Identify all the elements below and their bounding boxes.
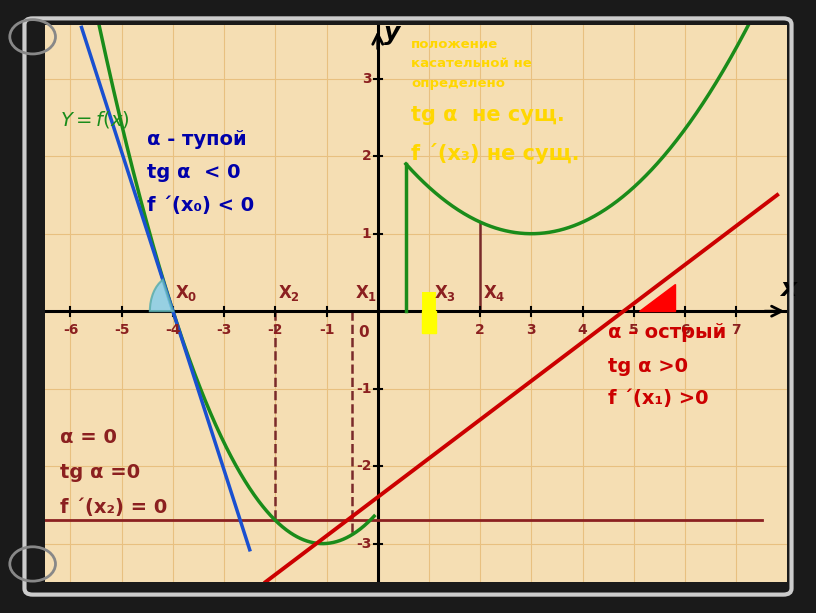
Text: -3: -3 [357, 536, 371, 550]
Text: -5: -5 [114, 323, 130, 337]
Text: -2: -2 [356, 459, 371, 473]
Text: y: y [384, 21, 400, 45]
Text: -1: -1 [319, 323, 335, 337]
Text: f ´(x₃) не сущ.: f ´(x₃) не сущ. [411, 143, 579, 164]
Text: α – острый: α – острый [608, 323, 726, 342]
Text: f ´(x₁) >0: f ´(x₁) >0 [608, 389, 709, 408]
Text: 3: 3 [362, 72, 371, 86]
Text: tg α  < 0: tg α < 0 [148, 163, 241, 182]
Text: tg α =0: tg α =0 [60, 463, 140, 482]
Text: α = 0: α = 0 [60, 428, 118, 447]
Text: $\mathbf{X_0}$: $\mathbf{X_0}$ [175, 283, 198, 303]
Text: tg α  не сущ.: tg α не сущ. [411, 105, 565, 126]
Polygon shape [639, 284, 675, 311]
Text: -2: -2 [268, 323, 283, 337]
Text: 7: 7 [731, 323, 741, 337]
Text: -4: -4 [165, 323, 180, 337]
Text: -6: -6 [63, 323, 78, 337]
Text: -1: -1 [356, 382, 371, 395]
Text: f ´(x₂) = 0: f ´(x₂) = 0 [60, 498, 167, 517]
Text: $\mathbf{X_1}$: $\mathbf{X_1}$ [355, 283, 377, 303]
Text: x: x [780, 276, 796, 301]
Text: 4: 4 [578, 323, 588, 337]
Wedge shape [150, 280, 173, 311]
Text: α - тупой: α - тупой [148, 129, 247, 148]
Text: tg α >0: tg α >0 [608, 357, 688, 376]
Text: $\mathbf{X_2}$: $\mathbf{X_2}$ [278, 283, 300, 303]
Text: $\mathbf{X_3}$: $\mathbf{X_3}$ [434, 283, 456, 303]
Text: 1: 1 [424, 323, 434, 337]
Text: 0: 0 [358, 325, 369, 340]
Bar [423, 311, 436, 333]
Text: 6: 6 [681, 323, 690, 337]
Text: 3: 3 [526, 323, 536, 337]
Text: 2: 2 [361, 149, 371, 163]
Text: $\mathit{Y = f(x)}$: $\mathit{Y = f(x)}$ [60, 109, 130, 130]
Text: определено: определено [411, 77, 505, 89]
Text: 2: 2 [475, 323, 485, 337]
Text: f ´(x₀) < 0: f ´(x₀) < 0 [148, 196, 255, 215]
Text: 5: 5 [629, 323, 639, 337]
Text: -3: -3 [216, 323, 232, 337]
Text: положение: положение [411, 38, 499, 51]
Text: касательной не: касательной не [411, 57, 532, 70]
Text: $\mathbf{X_4}$: $\mathbf{X_4}$ [483, 283, 505, 303]
Text: 1: 1 [361, 227, 371, 241]
